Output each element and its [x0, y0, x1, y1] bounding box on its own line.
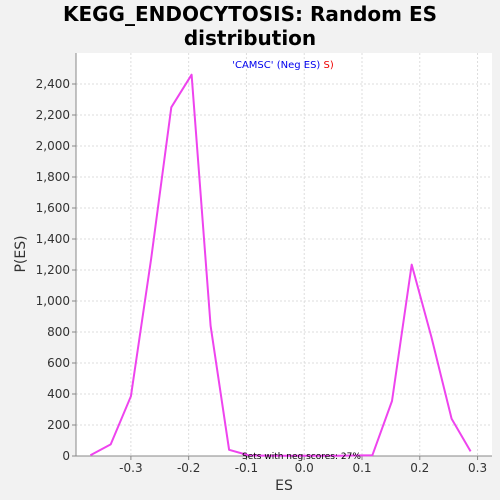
- y-tick-label: 800: [47, 325, 70, 339]
- y-tick-label: 400: [47, 387, 70, 401]
- y-tick-label: 1,800: [36, 170, 70, 184]
- y-tick-label: 2,400: [36, 77, 70, 91]
- grid-lines: [76, 53, 492, 457]
- chart-title-line-1: KEGG_ENDOCYTOSIS: Random ES: [62, 2, 438, 26]
- x-tick-label: -0.1: [235, 461, 258, 475]
- legend-suffix: S): [324, 60, 334, 71]
- legend-label: 'CAMSC' (Neg ES): [232, 60, 320, 71]
- chart-title: KEGG_ENDOCYTOSIS: Random ES distribution: [0, 2, 500, 50]
- y-axis-title: P(ES): [13, 235, 29, 272]
- x-ticks: -0.3 -0.2 -0.1 0.0 0.1 0.2 0.3: [119, 456, 487, 475]
- y-ticks: 0 200 400 600 800 1,000 1,200 1,400 1,600 1,800 2,…: [36, 77, 76, 463]
- legend: 'CAMSC' (Neg ES) S): [232, 60, 334, 71]
- annotation-neg-scores: Sets with neg scores: 27%: [242, 452, 361, 462]
- y-tick-label: 2,000: [36, 139, 70, 153]
- series-line: [89, 73, 472, 457]
- y-tick-label: 1,200: [36, 263, 70, 277]
- y-tick-label: 2,200: [36, 108, 70, 122]
- y-tick-label: 200: [47, 418, 70, 432]
- y-tick-label: 0: [62, 449, 70, 463]
- x-tick-label: 0.3: [468, 461, 487, 475]
- x-tick-label: -0.2: [177, 461, 200, 475]
- y-tick-label: 1,400: [36, 232, 70, 246]
- y-tick-label: 1,000: [36, 294, 70, 308]
- x-tick-label: 0.2: [410, 461, 429, 475]
- y-tick-label: 1,600: [36, 201, 70, 215]
- series-group: [89, 73, 472, 457]
- x-tick-label: -0.3: [119, 461, 142, 475]
- x-tick-label: 0.0: [295, 461, 314, 475]
- x-axis-title: ES: [275, 478, 293, 494]
- chart-title-line-2: distribution: [183, 26, 317, 50]
- y-tick-label: 600: [47, 356, 70, 370]
- plot-area: [76, 53, 492, 456]
- x-tick-label: 0.1: [352, 461, 371, 475]
